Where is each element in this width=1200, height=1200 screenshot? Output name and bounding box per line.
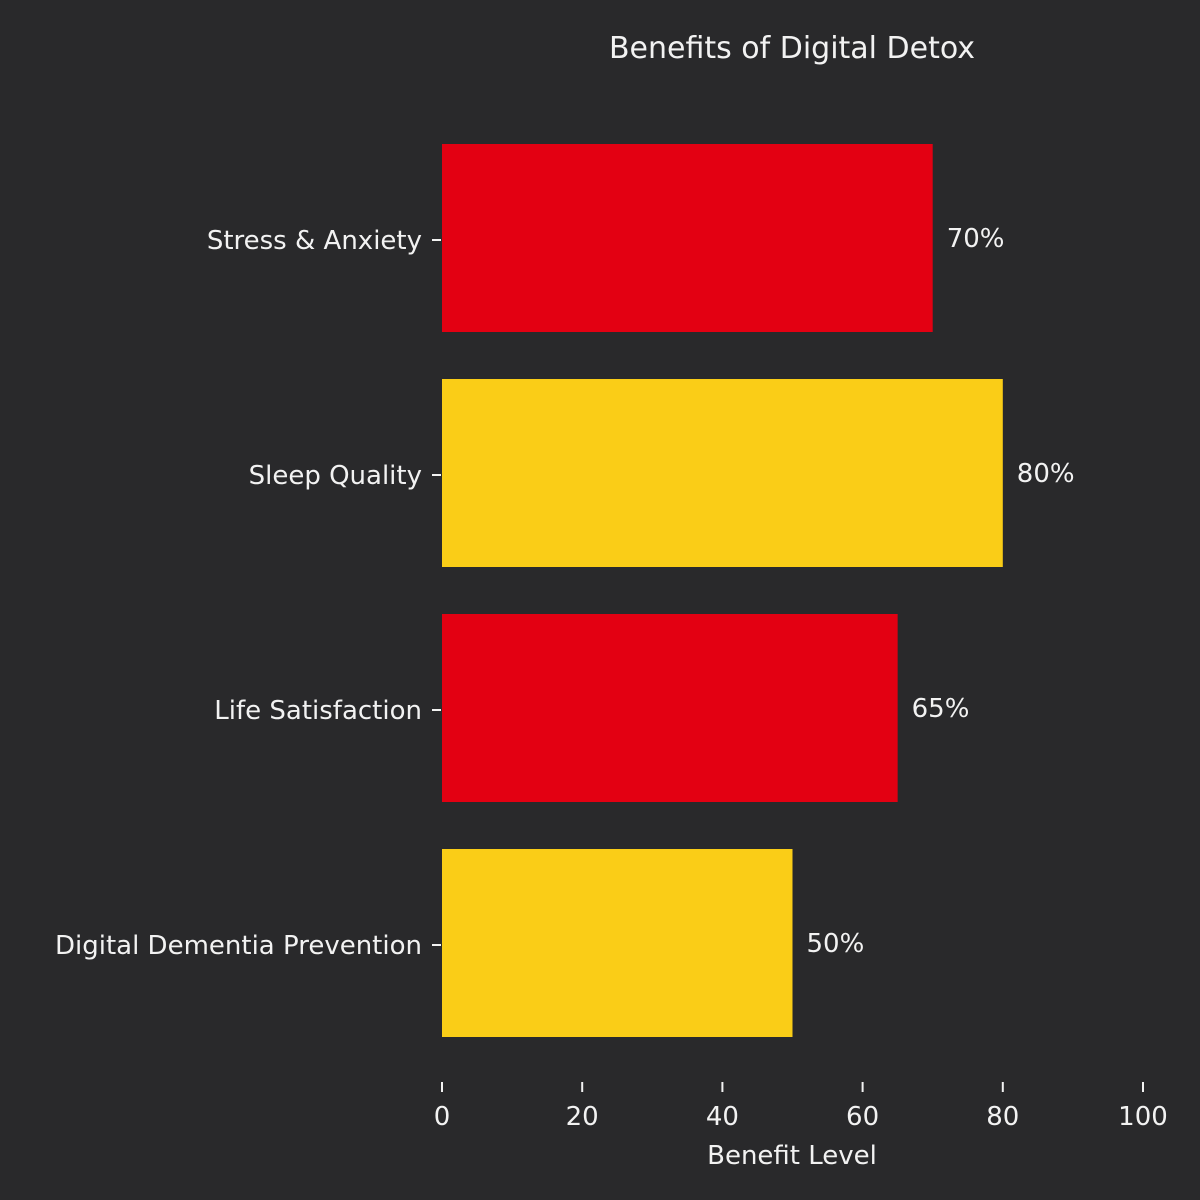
x-tick-label: 0 <box>434 1102 451 1132</box>
y-tick-label: Sleep Quality <box>249 461 422 491</box>
x-tick-label: 40 <box>706 1102 739 1132</box>
y-tick-label: Stress & Anxiety <box>207 226 422 256</box>
y-tick-label: Life Satisfaction <box>214 696 422 726</box>
x-axis-label: Benefit Level <box>707 1141 877 1171</box>
y-axis: Stress & Anxiety Sleep Quality Life Satisf… <box>55 226 441 961</box>
chart-title: Benefits of Digital Detox <box>609 31 975 66</box>
x-axis: 0 20 40 60 80 100 <box>434 1082 1168 1132</box>
value-label: 80% <box>1017 459 1075 489</box>
value-label: 65% <box>912 694 970 724</box>
value-label: 70% <box>947 224 1005 254</box>
x-tick-label: 60 <box>846 1102 879 1132</box>
bar <box>442 379 1003 567</box>
y-tick-label: Digital Dementia Prevention <box>55 931 422 961</box>
value-label: 50% <box>807 929 865 959</box>
x-tick-label: 80 <box>986 1102 1019 1132</box>
bar <box>442 849 793 1037</box>
x-tick-label: 100 <box>1118 1102 1168 1132</box>
bar <box>442 144 933 332</box>
bar <box>442 614 898 802</box>
value-labels: 70% 80% 65% 50% <box>807 224 1075 959</box>
x-tick-label: 20 <box>566 1102 599 1132</box>
bars <box>442 144 1003 1037</box>
